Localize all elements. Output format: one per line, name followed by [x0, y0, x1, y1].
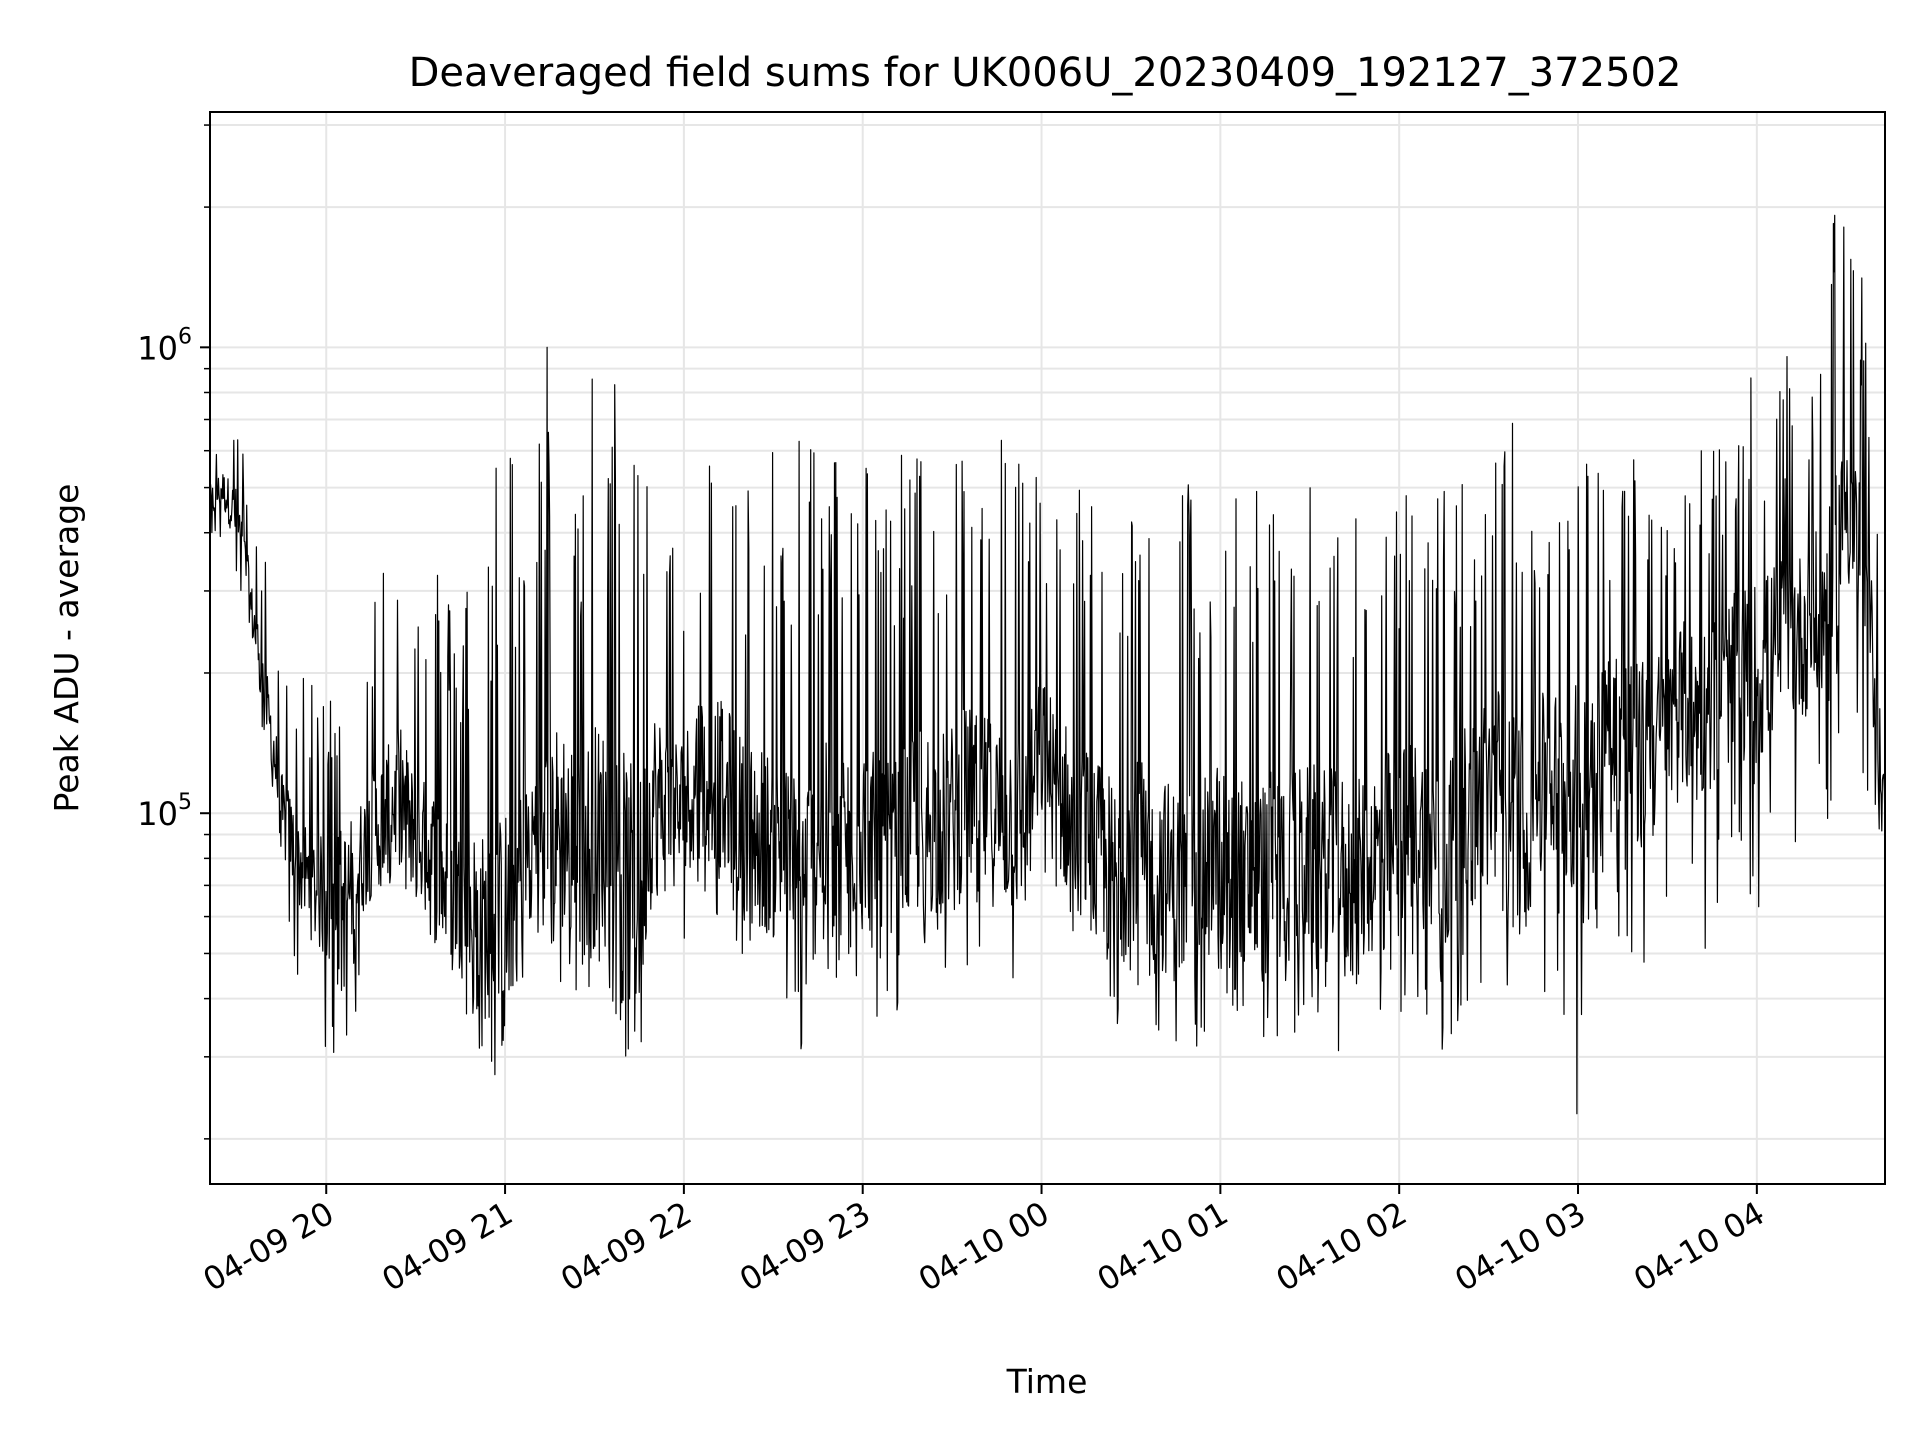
series-line — [209, 214, 1886, 1115]
y-axis-label: Peak ADU - average — [47, 484, 86, 813]
series-group — [209, 214, 1886, 1115]
y-axis: 105 106 — [137, 124, 210, 1140]
x-axis-label: Time — [1006, 1362, 1088, 1401]
y-tick-label: 106 — [137, 324, 192, 367]
chart-title: Deaveraged field sums for UK006U_2023040… — [409, 50, 1682, 96]
plot-frame — [209, 111, 1886, 1185]
y-tick-label: 105 — [137, 790, 192, 833]
